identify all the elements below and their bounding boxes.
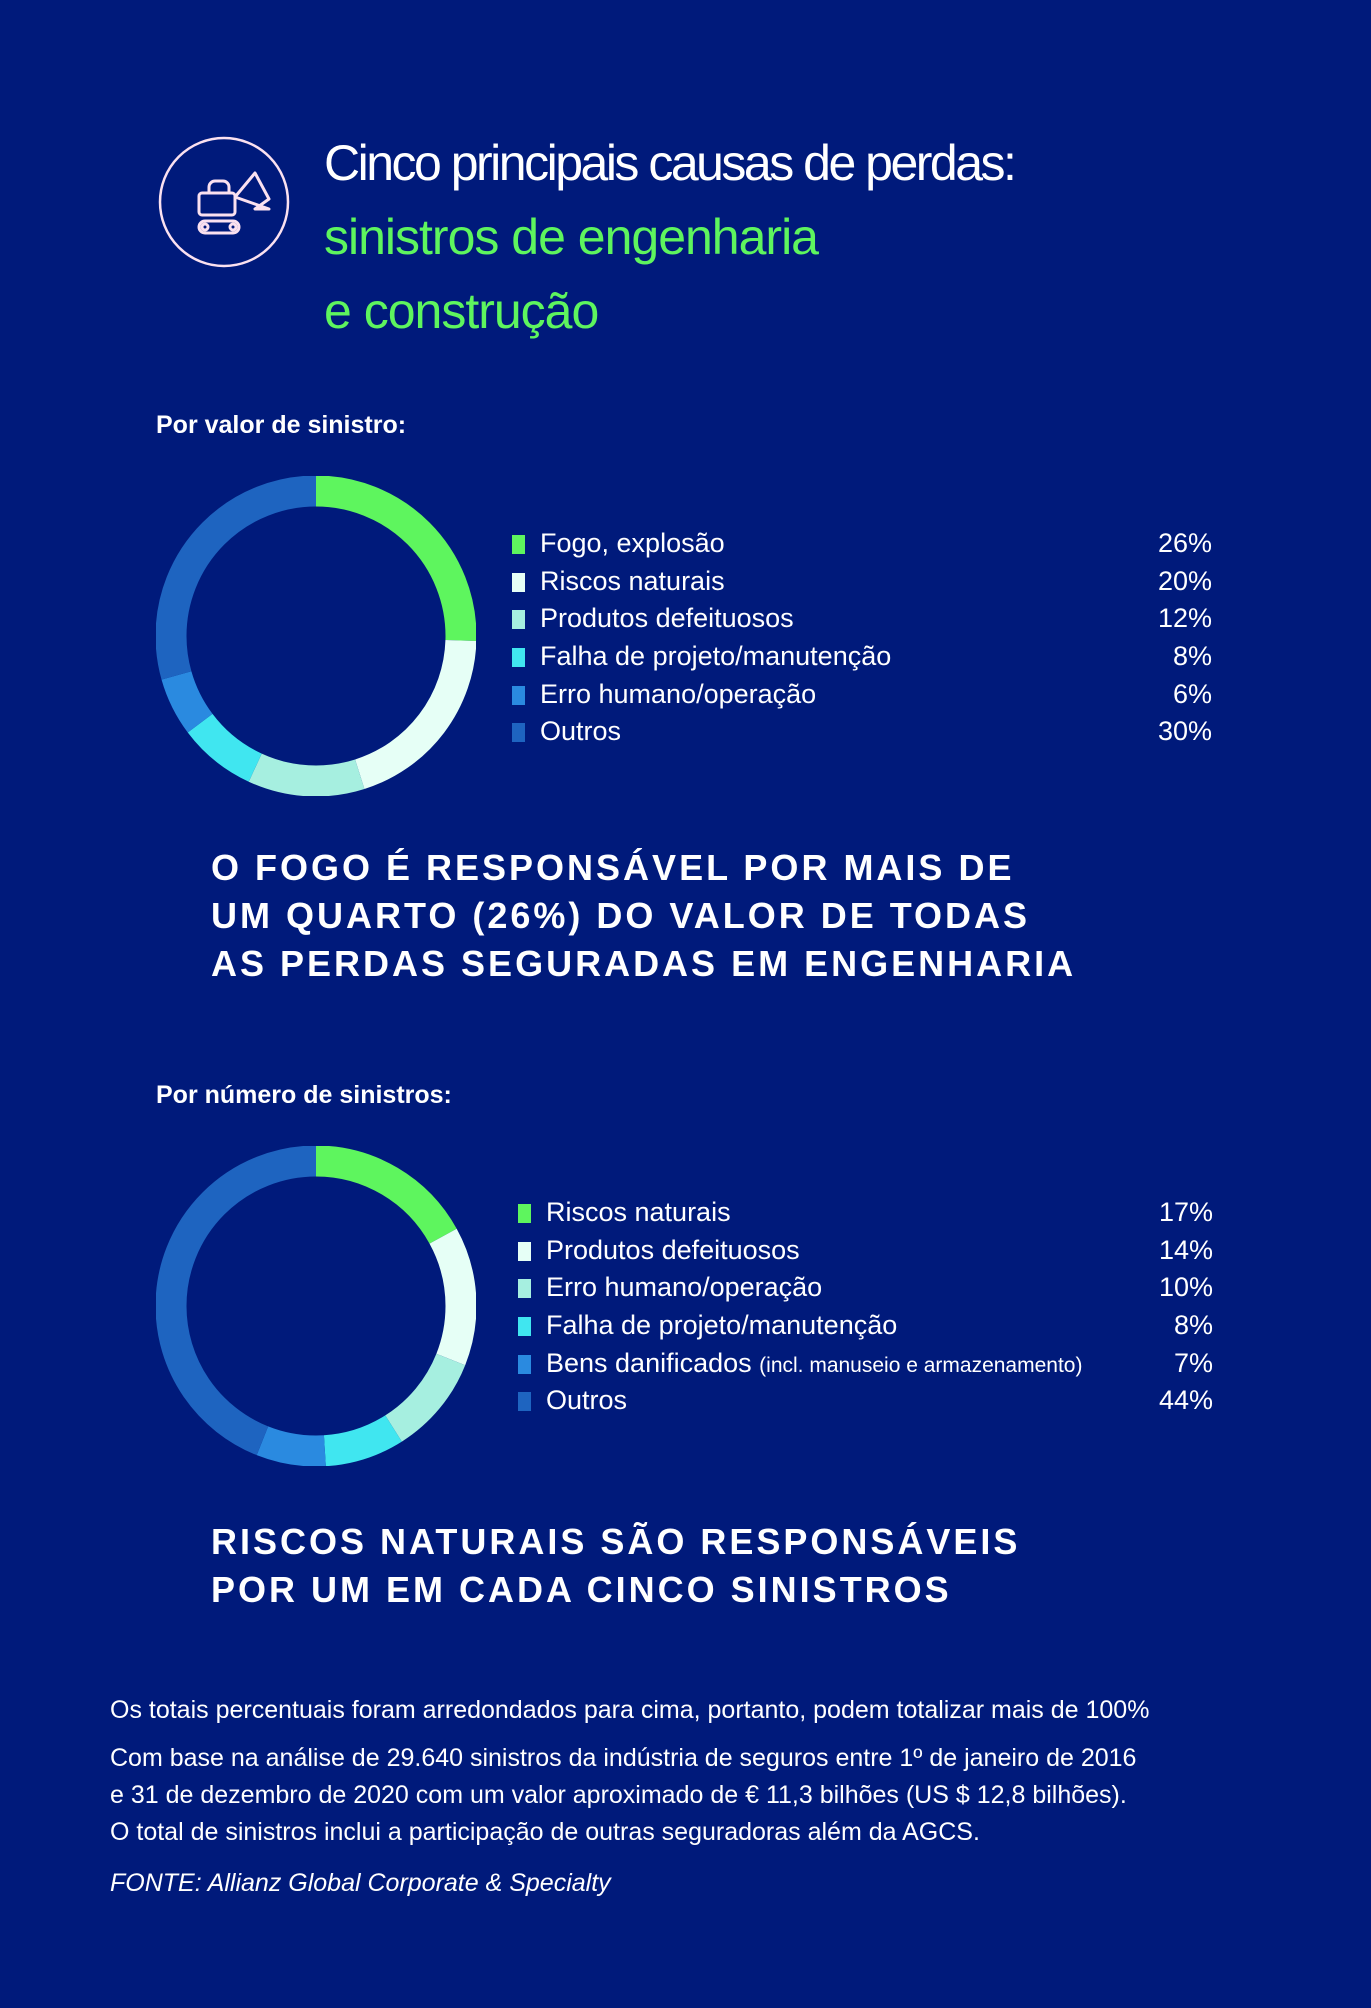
legend-item: Outros 30%: [512, 713, 1212, 751]
legend-swatch: [518, 1392, 531, 1412]
legend-label-text: Produtos defeituosos: [546, 1234, 800, 1265]
footer-note: Os totais percentuais foram arredondados…: [110, 1696, 1150, 1724]
donut-slice: [156, 476, 476, 796]
legend-value: 8%: [1173, 1310, 1213, 1341]
legend-swatch: [512, 610, 525, 630]
legend-label: Falha de projeto/manutenção: [540, 638, 891, 676]
legend-label-text: Bens danificados: [546, 1347, 752, 1378]
legend-item: Erro humano/operação 10%: [518, 1269, 1213, 1307]
title-line-1: Cinco principais causas de perdas:: [324, 135, 1017, 191]
legend-value: 6%: [1172, 678, 1212, 709]
legend-swatch: [512, 685, 525, 705]
legend-label-text: Produtos defeituosos: [540, 603, 794, 634]
legend-swatch: [518, 1279, 531, 1299]
legend-label-text: Outros: [546, 1385, 628, 1416]
legend-value: 30%: [1157, 716, 1212, 747]
legend-item: Riscos naturais 20%: [512, 563, 1212, 601]
donut-chart-value: [156, 476, 476, 796]
legend-label-text: Riscos naturais: [540, 565, 725, 596]
legend-item: Falha de projeto/manutenção 8%: [518, 1307, 1213, 1345]
chart1-title: Por valor de sinistro:: [156, 411, 407, 439]
legend-swatch: [518, 1204, 531, 1223]
legend-label-text: Outros: [540, 716, 622, 747]
headline-1-line: AS PERDAS SEGURADAS EM ENGENHARIA: [211, 943, 1077, 984]
legend-item: Produtos defeituosos 12%: [512, 600, 1212, 638]
legend-label-text: Fogo, explosão: [540, 528, 725, 558]
legend-swatch: [518, 1354, 531, 1374]
legend-swatch: [518, 1241, 531, 1261]
excavator-icon: [158, 136, 290, 268]
donut-slice: [156, 1146, 476, 1466]
legend-label-note: (incl. manuseio e armazenamento): [759, 1353, 1083, 1377]
legend-label: Produtos defeituosos: [540, 600, 794, 638]
legend-label: Produtos defeituosos: [546, 1232, 800, 1270]
legend-value: 8%: [1172, 641, 1212, 672]
legend-label-text: Falha de projeto/manutenção: [546, 1310, 898, 1341]
legend-swatch: [512, 535, 525, 554]
legend-label: Outros: [540, 713, 621, 751]
headline-1-line: UM QUARTO (26%) DO VALOR DE TODAS: [211, 895, 1031, 936]
legend-value: 44%: [1158, 1385, 1213, 1416]
legend-item: Bens danificados (incl. manuseio e armaz…: [518, 1345, 1213, 1383]
legend-swatch: [512, 648, 525, 668]
legend-label: Outros: [546, 1382, 627, 1420]
legend-label-text: Erro humano/operação: [540, 678, 817, 709]
legend-label: Falha de projeto/manutenção: [546, 1307, 897, 1345]
footer-basis: Com base na análise de 29.640 sinistros …: [110, 1740, 1136, 1851]
legend-label: Bens danificados (incl. manuseio e armaz…: [546, 1345, 1082, 1385]
legend-swatch: [518, 1317, 531, 1337]
footer-basis-line: e 31 de dezembro de 2020 com um valor ap…: [110, 1781, 1127, 1809]
legend-label-text: Erro humano/operação: [546, 1272, 823, 1303]
donut-chart-count: [156, 1146, 476, 1466]
legend-value: 14%: [1158, 1234, 1213, 1265]
legend-label: Riscos naturais: [546, 1194, 731, 1232]
footer-basis-line: Com base na análise de 29.640 sinistros …: [110, 1744, 1137, 1772]
footer-basis-line: O total de sinistros inclui a participaç…: [110, 1818, 980, 1846]
legend-label: Erro humano/operação: [546, 1269, 822, 1307]
legend-label: Erro humano/operação: [540, 676, 816, 714]
donut-slice: [156, 1146, 476, 1466]
legend-value: 26%: [1157, 528, 1212, 558]
legend-value: Fogo, explosão 26% Riscos naturais 20% Produ…: [512, 525, 1212, 751]
legend-value: 20%: [1157, 565, 1212, 596]
legend-value: 10%: [1158, 1272, 1213, 1303]
headline-2: RISCOS NATURAIS SÃO RESPONSÁVEIS POR UM …: [211, 1518, 1020, 1614]
legend-value: 7%: [1173, 1347, 1213, 1378]
legend-item: Erro humano/operação 6%: [512, 676, 1212, 714]
legend-value: 12%: [1157, 603, 1212, 634]
legend-label: Fogo, explosão: [540, 525, 725, 563]
title-line-3: e construção: [324, 283, 599, 339]
legend-count: Riscos naturais 17% Produtos defeituosos 14…: [518, 1194, 1213, 1420]
title-line-2: sinistros de engenharia: [324, 209, 819, 265]
headline-2-line: POR UM EM CADA CINCO SINISTROS: [211, 1569, 952, 1610]
chart2-title: Por número de sinistros:: [156, 1081, 452, 1109]
legend-label-text: Riscos naturais: [546, 1197, 731, 1227]
legend-item: Falha de projeto/manutenção 8%: [512, 638, 1212, 676]
legend-item: Riscos naturais 17%: [518, 1194, 1213, 1232]
donut-slice: [156, 476, 476, 796]
donut-slice: [156, 1146, 476, 1466]
legend-swatch: [512, 723, 525, 743]
headline-1-line: O FOGO É RESPONSÁVEL POR MAIS DE: [211, 847, 1015, 888]
legend-swatch: [512, 572, 525, 592]
legend-item: Outros 44%: [518, 1382, 1213, 1420]
headline-1: O FOGO É RESPONSÁVEL POR MAIS DE UM QUAR…: [211, 844, 1076, 988]
legend-item: Fogo, explosão 26%: [512, 525, 1212, 563]
legend-label: Riscos naturais: [540, 563, 725, 601]
legend-label-text: Falha de projeto/manutenção: [540, 641, 892, 672]
legend-item: Produtos defeituosos 14%: [518, 1232, 1213, 1270]
legend-value: 17%: [1158, 1197, 1213, 1227]
headline-2-line: RISCOS NATURAIS SÃO RESPONSÁVEIS: [211, 1521, 1021, 1562]
footer-source: FONTE: Allianz Global Corporate & Specia…: [110, 1869, 611, 1897]
